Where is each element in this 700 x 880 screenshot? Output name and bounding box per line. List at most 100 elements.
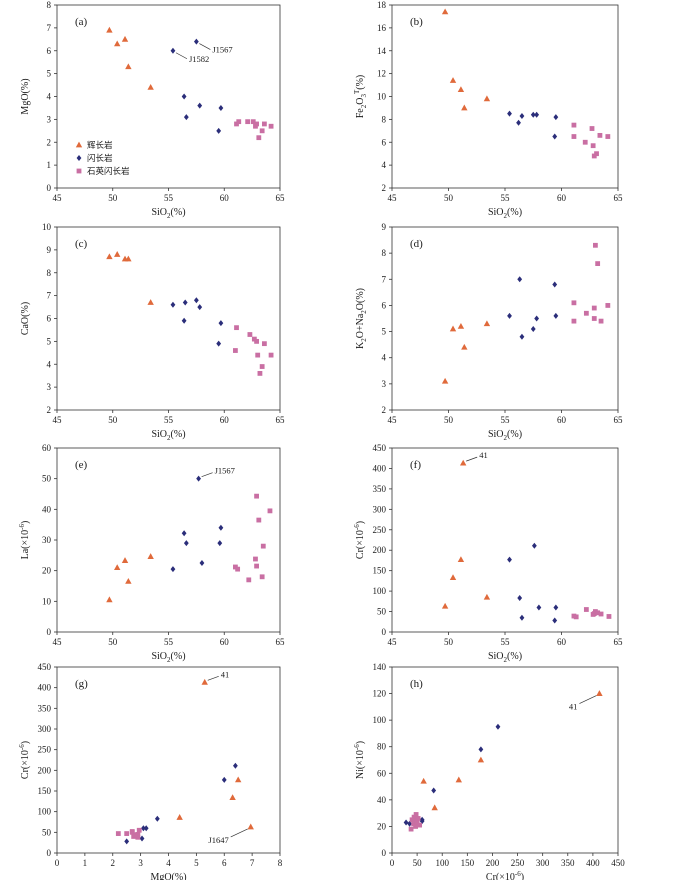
series-triangle — [106, 251, 154, 305]
x-tick-label: 55 — [501, 193, 511, 203]
y-tick-label: 250 — [38, 745, 52, 755]
data-point-diamond — [478, 746, 484, 753]
data-point-triangle — [114, 564, 121, 570]
data-point-square — [235, 566, 241, 572]
y-axis-label: MgO(%) — [20, 78, 31, 114]
data-point-square — [135, 832, 141, 837]
data-point-diamond — [183, 114, 189, 121]
data-point-triangle — [147, 299, 154, 305]
data-point-square — [254, 563, 259, 569]
data-point-diamond — [218, 320, 224, 327]
data-point-triangle — [176, 814, 183, 820]
x-tick-label: 300 — [536, 858, 550, 868]
x-tick-label: 60 — [220, 415, 230, 425]
panel-label: (a) — [75, 16, 88, 28]
data-point-diamond — [519, 333, 525, 340]
x-tick-label: 45 — [53, 193, 63, 203]
data-point-square — [129, 829, 135, 835]
y-tick-label: 80 — [377, 742, 387, 752]
data-point-triangle — [121, 557, 129, 563]
data-point-square — [261, 341, 267, 347]
x-tick-label: 55 — [164, 415, 174, 425]
data-point-diamond — [553, 312, 559, 319]
x-tick-label: 65 — [276, 415, 286, 425]
y-tick-label: 0 — [382, 627, 387, 637]
x-tick-label: 45 — [388, 193, 398, 203]
x-tick-label: 65 — [614, 637, 624, 647]
y-tick-label: 450 — [38, 662, 52, 672]
data-point-diamond — [552, 617, 558, 624]
data-point-square — [124, 831, 130, 836]
panel-a: 45 50 55 60 65012345678(a)SiO2(%)MgO(%)J1567… — [20, 0, 285, 220]
series-square — [571, 242, 611, 324]
data-point-triangle — [461, 104, 468, 111]
data-point-triangle — [125, 578, 132, 584]
x-tick-label: 50 — [444, 193, 454, 203]
data-point-square — [605, 134, 611, 139]
data-point-square — [605, 303, 611, 308]
data-point-diamond — [407, 820, 412, 827]
series-square — [233, 325, 274, 376]
data-point-diamond — [182, 299, 188, 306]
y-tick-label: 300 — [373, 504, 387, 514]
y-tick-label: 0 — [47, 627, 52, 637]
data-point-triangle — [457, 86, 465, 93]
data-point-diamond — [519, 614, 525, 621]
x-tick-label: 45 — [388, 415, 398, 425]
data-point-triangle — [483, 593, 491, 600]
x-tick-label: 5 — [194, 858, 199, 868]
data-point-triangle — [441, 377, 449, 384]
y-tick-label: 3 — [47, 114, 52, 124]
data-point-diamond — [197, 102, 203, 109]
y-tick-label: 2 — [47, 405, 52, 415]
y-tick-label: 8 — [47, 268, 52, 278]
y-tick-label: 50 — [42, 474, 52, 484]
x-tick-label: 250 — [511, 858, 525, 868]
y-tick-label: 9 — [382, 222, 387, 232]
legend-marker-square — [76, 168, 82, 174]
data-point-square — [597, 132, 603, 138]
data-point-square — [589, 126, 595, 131]
series-triangle — [441, 320, 491, 384]
series-diamond — [507, 110, 559, 140]
y-tick-label: 150 — [373, 566, 387, 576]
y-tick-label: 2 — [382, 405, 387, 415]
x-tick-label: 55 — [164, 637, 174, 647]
data-point-square — [414, 820, 420, 825]
data-point-diamond — [517, 276, 523, 283]
annotation-leader — [175, 52, 188, 60]
data-point-square — [571, 318, 577, 324]
data-point-diamond — [199, 560, 205, 566]
data-point-diamond — [170, 566, 176, 573]
y-tick-label: 350 — [38, 703, 52, 713]
data-point-diamond — [531, 542, 537, 549]
annotation-leader — [230, 828, 248, 838]
data-point-diamond — [517, 595, 523, 602]
y-axis-label: CaO(%) — [20, 302, 31, 335]
data-point-square — [253, 556, 258, 562]
y-tick-label: 6 — [382, 137, 387, 147]
y-tick-label: 4 — [382, 160, 387, 170]
panel-b: 45 50 55 60 65 2 4 6 8 10 12 14 16 18 (b) SiO2(%) Fe2O3T… — [353, 0, 623, 220]
y-tick-label: 4 — [47, 92, 52, 102]
series-square — [233, 493, 273, 583]
data-point-diamond — [181, 530, 187, 537]
data-point-triangle — [441, 602, 449, 609]
annotation-leader — [199, 43, 211, 50]
x-tick-label: 4 — [166, 858, 171, 868]
panel-label: (c) — [75, 238, 88, 250]
x-tick-label: 50 — [108, 415, 118, 425]
data-point-triangle — [106, 26, 113, 33]
y-tick-label: 0 — [382, 848, 387, 858]
data-point-square — [593, 242, 598, 248]
x-axis-label: Cr(×10-6) — [486, 870, 524, 880]
data-point-triangle — [147, 83, 154, 90]
data-point-diamond — [170, 301, 176, 308]
x-tick-label: 60 — [220, 637, 230, 647]
data-point-square — [571, 134, 577, 139]
data-point-diamond — [431, 787, 437, 794]
x-tick-label: 55 — [501, 637, 511, 647]
series-square — [115, 827, 142, 840]
annotation-label: J1647 — [208, 835, 228, 845]
